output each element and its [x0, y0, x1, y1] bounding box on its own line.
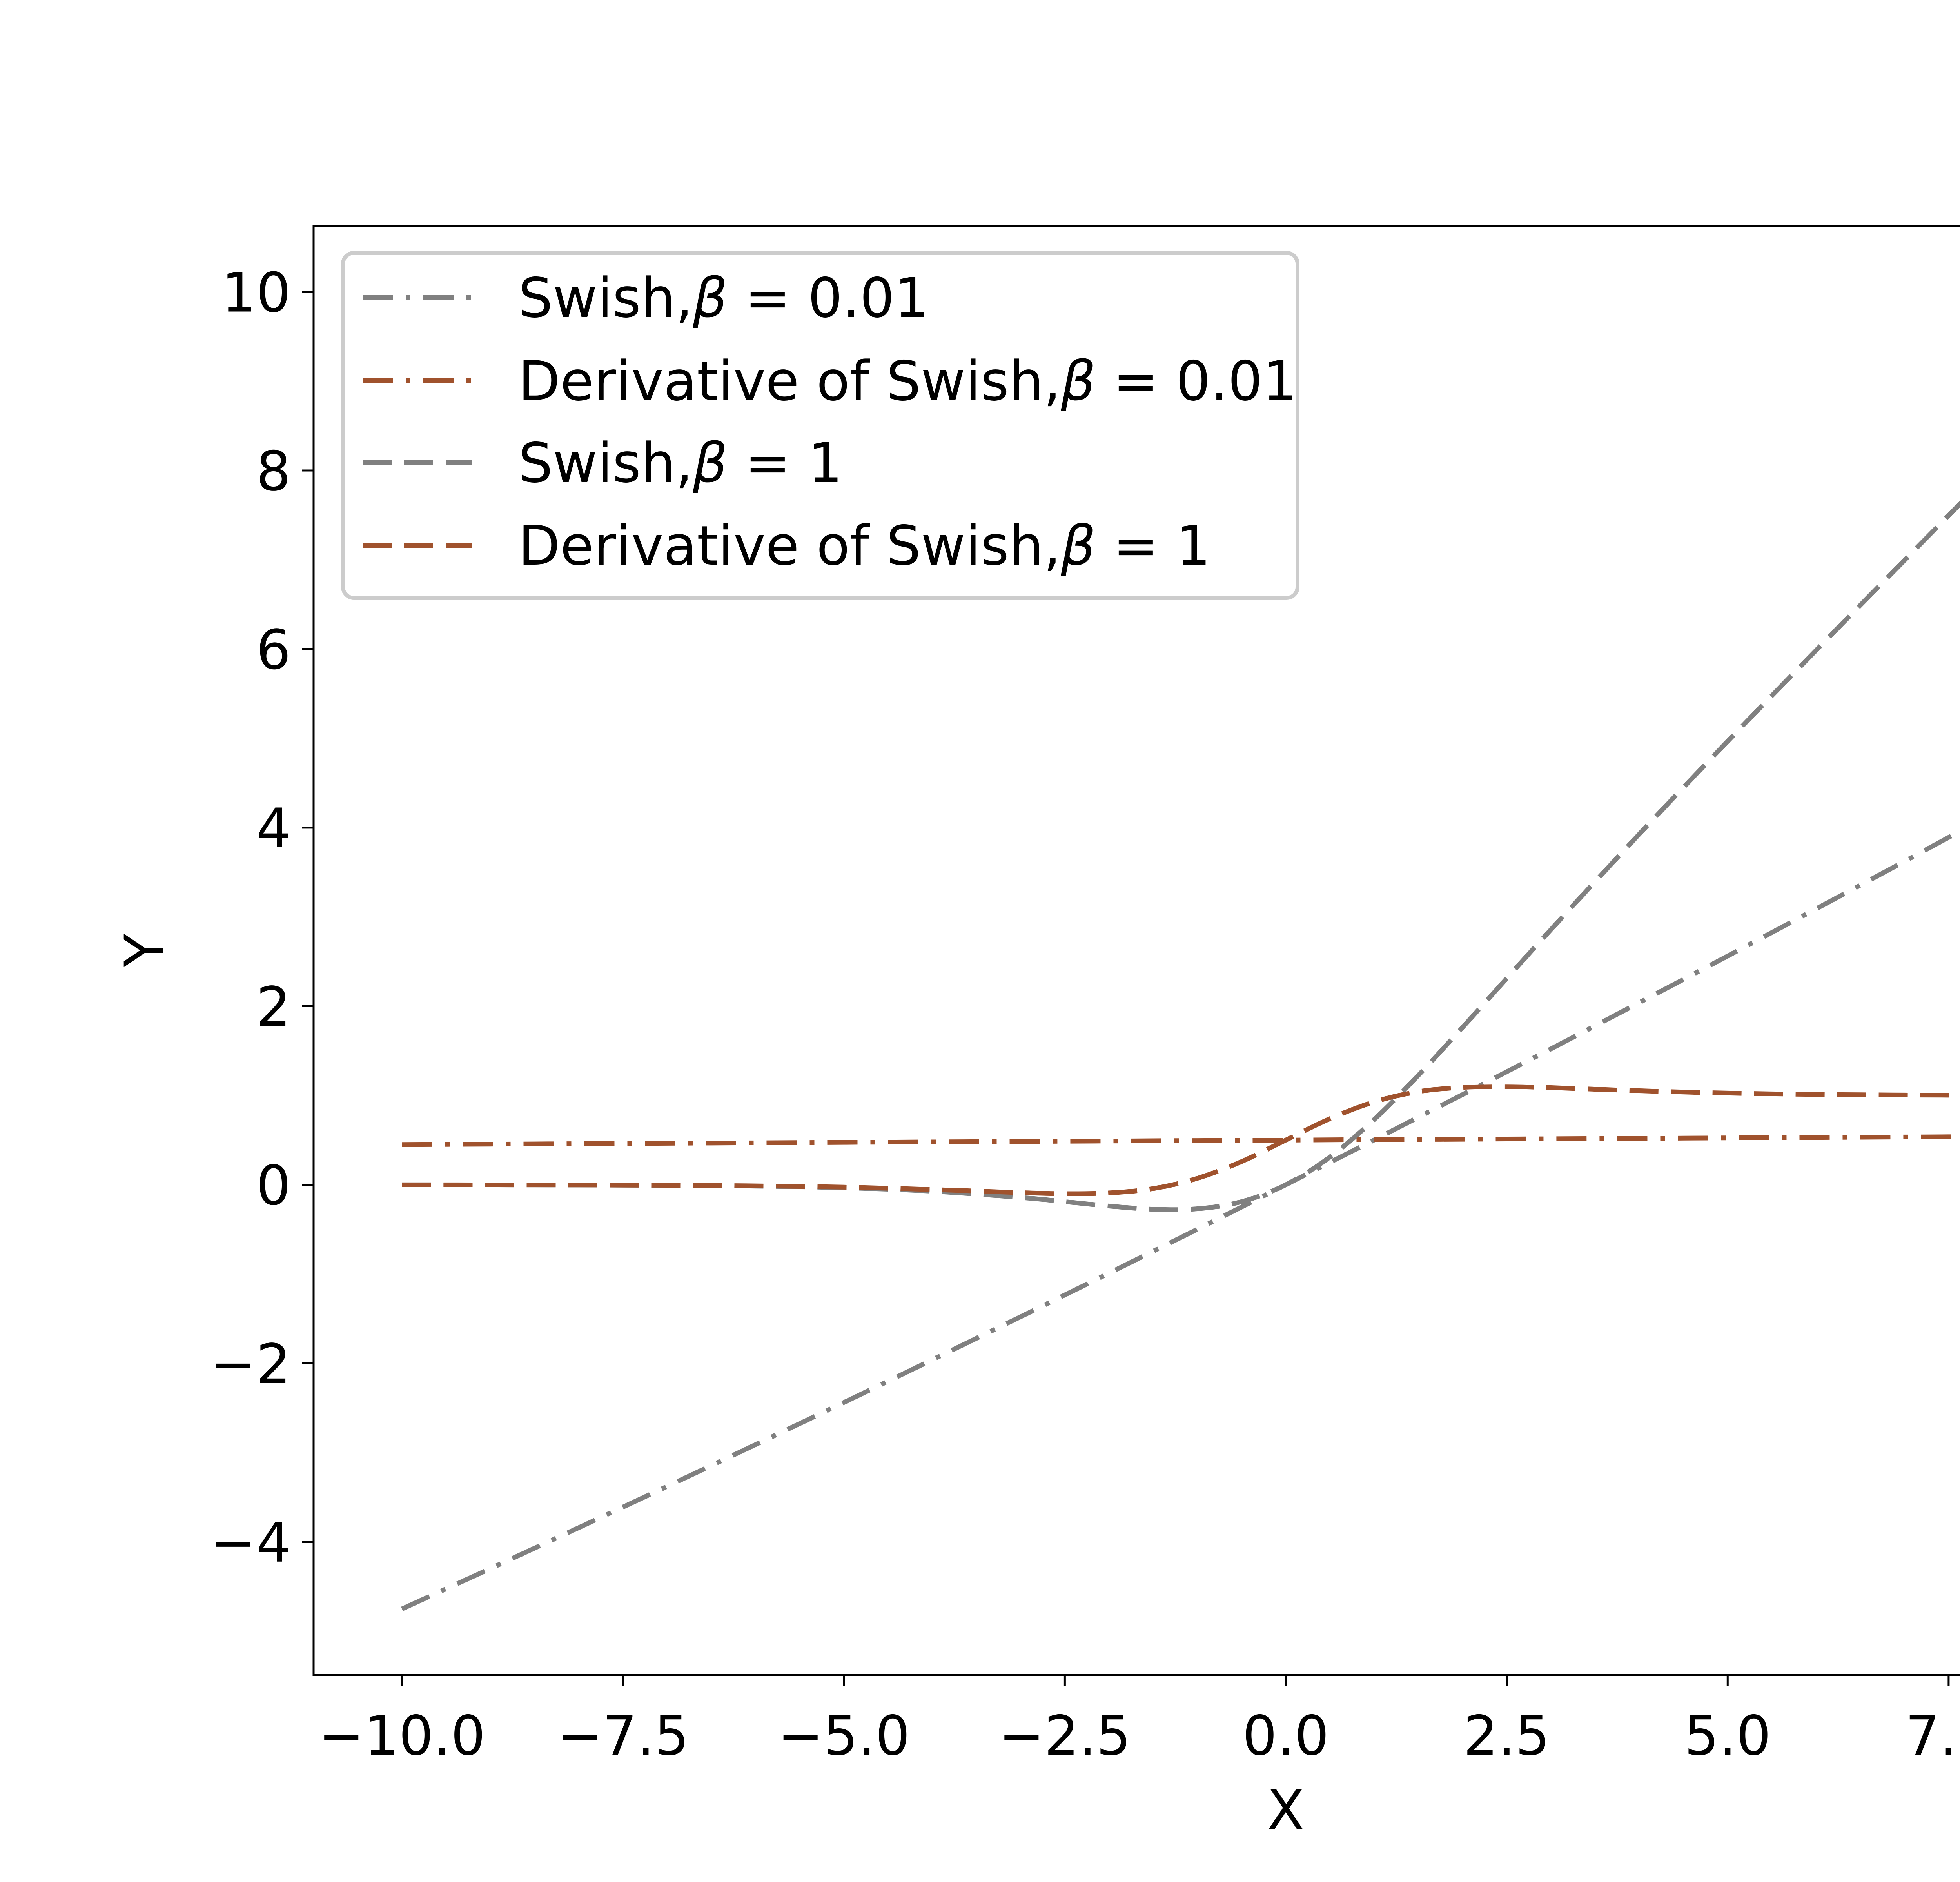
legend: Swish,β = 0.01 Derivative of Swish,β = 0… — [341, 251, 1299, 600]
y-axis-label: Y — [113, 933, 176, 967]
legend-frame — [341, 251, 1299, 600]
y-tick-label: 2 — [256, 975, 291, 1039]
y-tick-label: 10 — [221, 261, 291, 325]
x-tick-label: −7.5 — [557, 1704, 689, 1768]
x-tick-label: 0.0 — [1242, 1704, 1329, 1768]
x-tick-label: −2.5 — [999, 1704, 1131, 1768]
x-tick-label: −10.0 — [318, 1704, 485, 1768]
legend-item: Swish,β = 0.01 — [363, 266, 929, 330]
y-axis-ticks: −4 −2 0 2 4 6 8 10 — [211, 261, 314, 1575]
y-tick-label: −2 — [211, 1332, 291, 1396]
x-tick-label: 2.5 — [1463, 1704, 1550, 1768]
y-tick-label: −4 — [211, 1511, 291, 1575]
series-line — [402, 1084, 1960, 1196]
x-tick-label: −5.0 — [778, 1704, 910, 1768]
x-tick-label: 7.5 — [1905, 1704, 1960, 1768]
y-tick-label: 8 — [256, 440, 291, 503]
legend-label: Derivative of Swish,β = 1 — [518, 514, 1210, 578]
x-axis-label: X — [1267, 1778, 1304, 1842]
y-tick-label: 4 — [256, 797, 291, 860]
legend-label: Swish,β = 1 — [518, 431, 842, 495]
legend-item: Swish,β = 1 — [363, 431, 842, 495]
legend-item: Derivative of Swish,β = 0.01 — [363, 349, 1297, 413]
legend-label: Swish,β = 0.01 — [518, 266, 929, 330]
plot-area — [401, 500, 1960, 1611]
legend-item: Derivative of Swish,β = 1 — [363, 514, 1210, 578]
y-tick-label: 6 — [256, 618, 291, 681]
x-tick-label: 5.0 — [1684, 1704, 1771, 1768]
series-layer — [401, 500, 1960, 1611]
x-axis-ticks: −10.0−7.5−5.0−2.50.02.55.07.510.0 — [318, 1675, 1960, 1768]
legend-label: Derivative of Swish,β = 0.01 — [518, 349, 1297, 413]
y-tick-label: 0 — [256, 1154, 291, 1217]
